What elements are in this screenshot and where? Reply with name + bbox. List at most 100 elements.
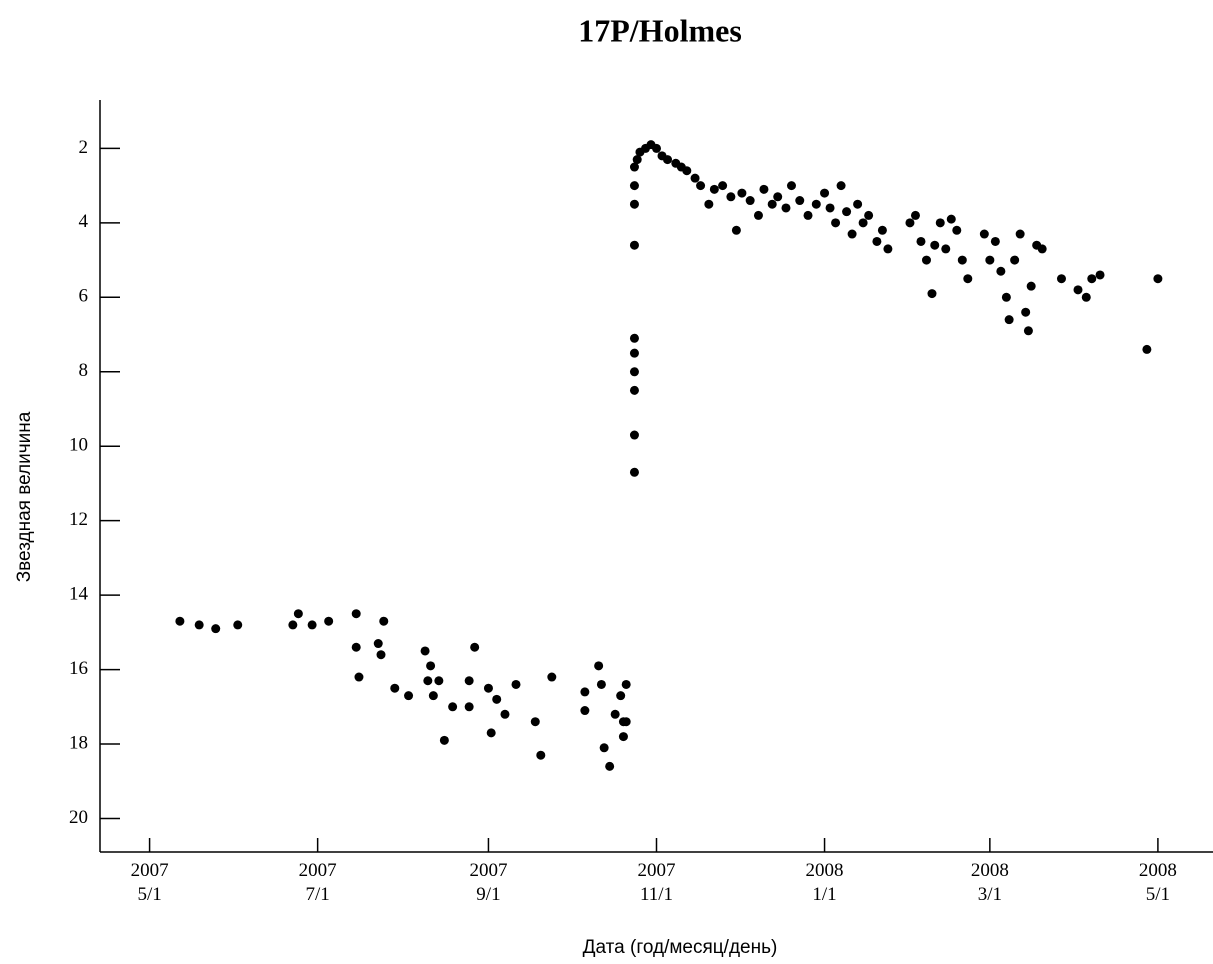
data-point <box>632 155 642 165</box>
data-point <box>803 210 813 220</box>
data-point <box>1142 344 1152 354</box>
data-point <box>753 210 763 220</box>
data-point <box>1004 315 1014 325</box>
data-point <box>492 694 502 704</box>
data-point <box>629 162 639 172</box>
data-point <box>1001 292 1011 302</box>
y-tick-label: 4 <box>79 211 89 232</box>
y-tick-label: 12 <box>69 509 88 530</box>
data-point <box>610 709 620 719</box>
x-tick-label: 2008 3/1 <box>971 860 1009 905</box>
y-tick-label: 20 <box>69 807 88 828</box>
chart-title: 17P/Holmes <box>578 12 742 48</box>
data-point <box>404 691 414 701</box>
y-tick-label: 6 <box>79 286 89 307</box>
data-point <box>599 743 609 753</box>
data-point <box>536 750 546 760</box>
y-axis-label: Звездная величина <box>14 411 35 582</box>
data-point <box>390 683 400 693</box>
data-point <box>811 199 821 209</box>
data-point <box>1073 285 1083 295</box>
data-point <box>759 184 769 194</box>
y-tick-label: 18 <box>69 732 88 753</box>
x-tick-label: 2008 1/1 <box>806 860 844 905</box>
data-point <box>194 620 204 630</box>
data-point <box>373 639 383 649</box>
data-point <box>957 255 967 265</box>
data-point <box>930 240 940 250</box>
data-point <box>211 624 221 634</box>
data-point <box>935 218 945 228</box>
data-point <box>324 616 334 626</box>
data-point <box>773 192 783 202</box>
data-point <box>1153 274 1163 284</box>
data-point <box>288 620 298 630</box>
data-point <box>916 236 926 246</box>
x-tick-label: 2007 11/1 <box>638 860 676 905</box>
data-point <box>420 646 430 656</box>
data-point <box>434 676 444 686</box>
data-point <box>1021 307 1031 317</box>
y-tick-label: 10 <box>69 435 88 456</box>
data-point <box>351 642 361 652</box>
data-point <box>696 181 706 191</box>
data-point <box>1015 229 1025 239</box>
data-point <box>731 225 741 235</box>
data-point <box>629 367 639 377</box>
data-point <box>629 181 639 191</box>
data-point <box>652 143 661 153</box>
data-point <box>941 244 951 254</box>
data-point <box>376 650 386 660</box>
data-point <box>979 229 989 239</box>
data-point <box>952 225 962 235</box>
x-tick-label: 2007 5/1 <box>131 860 169 905</box>
data-point <box>1056 274 1066 284</box>
data-point <box>629 348 639 358</box>
data-point <box>618 732 628 742</box>
data-point <box>629 430 639 440</box>
data-point <box>530 717 540 727</box>
data-point <box>682 166 692 176</box>
data-point <box>864 210 874 220</box>
data-point <box>629 199 639 209</box>
data-point <box>704 199 714 209</box>
data-point <box>831 218 841 228</box>
data-point <box>690 173 700 183</box>
data-point <box>718 181 728 191</box>
data-point <box>500 709 510 719</box>
data-point <box>351 609 361 619</box>
data-point <box>1095 270 1105 280</box>
data-point <box>795 196 805 206</box>
data-point <box>905 218 915 228</box>
data-point <box>511 679 521 689</box>
data-point <box>621 679 631 689</box>
data-point <box>379 616 389 626</box>
data-point <box>605 761 615 771</box>
data-point <box>426 661 436 671</box>
data-point <box>946 214 956 224</box>
y-tick-label: 8 <box>79 360 89 381</box>
data-point <box>1010 255 1020 265</box>
data-point <box>596 679 606 689</box>
data-point <box>726 192 736 202</box>
data-point <box>1037 244 1047 254</box>
data-point <box>985 255 995 265</box>
data-point <box>448 702 458 712</box>
data-point <box>825 203 835 213</box>
data-point <box>1026 281 1036 291</box>
data-point <box>621 717 631 727</box>
data-point <box>629 240 639 250</box>
data-point <box>580 687 590 697</box>
data-point <box>175 616 185 626</box>
data-point <box>629 385 639 395</box>
data-point <box>354 672 364 682</box>
data-point <box>483 683 493 693</box>
x-tick-label: 2007 9/1 <box>469 860 507 905</box>
data-point <box>820 188 830 198</box>
data-point <box>629 333 639 343</box>
x-tick-label: 2007 7/1 <box>299 860 337 905</box>
data-point <box>629 467 639 477</box>
data-point <box>470 642 480 652</box>
data-point <box>1087 274 1097 284</box>
data-point <box>963 274 973 284</box>
